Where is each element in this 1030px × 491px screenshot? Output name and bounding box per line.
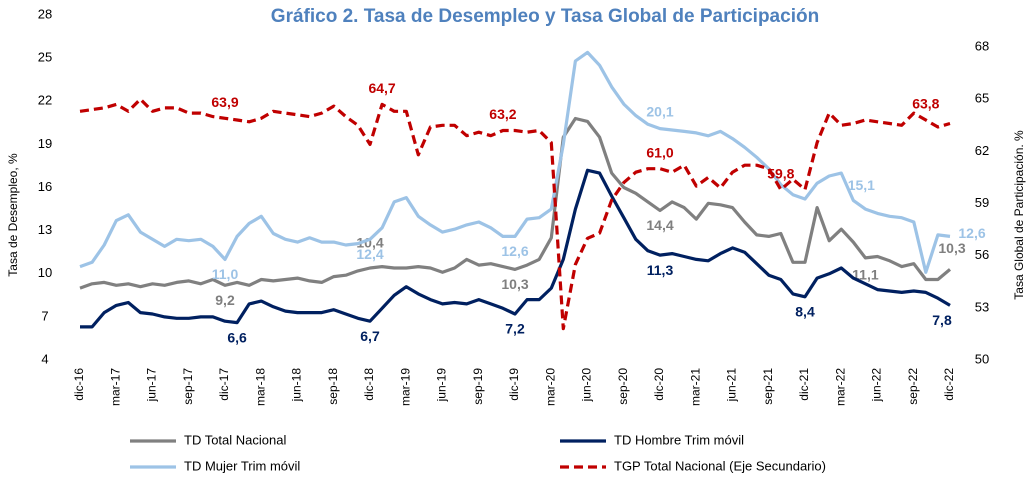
series-line (79, 97, 951, 331)
y2-tick-label: 50 (975, 351, 989, 366)
x-tick-label: sep-18 (326, 368, 340, 405)
data-label: 63,2 (489, 106, 516, 122)
series-line (80, 168, 951, 329)
data-label: 7,2 (505, 321, 525, 337)
x-tick-label: jun-20 (580, 368, 594, 403)
series-line (79, 116, 952, 290)
y2-tick-label: 53 (975, 299, 989, 314)
legend-label: TD Hombre Trim móvil (614, 432, 744, 447)
x-tick-label: sep-21 (761, 368, 775, 405)
x-tick-label: dic-21 (797, 368, 811, 401)
data-label: 8,4 (795, 303, 815, 319)
x-tick-label: mar-18 (253, 368, 267, 406)
y-tick-label: 25 (38, 50, 52, 65)
x-tick-label: jun-19 (435, 368, 449, 403)
y-axis-title: Tasa de Desempleo, % (6, 153, 20, 277)
y-tick-label: 4 (41, 351, 48, 366)
x-tick-label: dic-18 (362, 368, 376, 401)
data-label: 20,1 (646, 103, 673, 119)
y2-tick-label: 59 (975, 195, 989, 210)
y-tick-label: 22 (38, 93, 52, 108)
data-label: 61,0 (646, 144, 673, 160)
data-label: 10,3 (501, 276, 528, 292)
data-label: 59,8 (767, 165, 794, 181)
x-tick-label: jun-17 (145, 368, 159, 403)
x-tick-label: jun-21 (725, 368, 739, 403)
data-label: 63,8 (912, 96, 939, 112)
data-label: 14,4 (646, 217, 673, 233)
chart-title: Gráfico 2. Tasa de Desempleo y Tasa Glob… (271, 6, 819, 27)
y-tick-label: 10 (38, 265, 52, 280)
data-label: 7,8 (932, 312, 952, 328)
data-label: 11,3 (647, 262, 674, 278)
legend-label: TGP Total Nacional (Eje Secundario) (614, 458, 826, 473)
x-tick-label: dic-16 (72, 368, 86, 401)
data-label: 15,1 (848, 177, 875, 193)
x-tick-label: mar-21 (688, 368, 702, 406)
x-tick-label: sep-22 (906, 368, 920, 405)
x-tick-label: jun-22 (870, 368, 884, 403)
y2-tick-label: 65 (975, 91, 989, 106)
x-tick-label: jun-18 (290, 368, 304, 403)
y2-tick-label: 56 (975, 247, 989, 262)
data-label: 9,2 (215, 292, 235, 308)
legend-label: TD Total Nacional (184, 432, 286, 447)
y-tick-label: 16 (38, 179, 52, 194)
x-tick-label: dic-20 (652, 368, 666, 401)
data-label: 6,6 (227, 329, 247, 345)
y-tick-label: 7 (41, 308, 48, 323)
data-label: 64,7 (368, 80, 395, 96)
x-tick-label: mar-20 (543, 368, 557, 406)
x-tick-label: dic-22 (942, 368, 956, 401)
x-tick-label: mar-19 (398, 368, 412, 406)
data-label: 12,6 (958, 225, 985, 241)
data-label: 12,4 (356, 246, 383, 262)
x-tick-label: mar-17 (108, 368, 122, 406)
x-tick-label: sep-17 (181, 368, 195, 405)
data-label: 10,3 (938, 240, 965, 256)
data-label: 6,7 (360, 328, 380, 344)
data-label: 12,6 (501, 243, 528, 259)
y-tick-label: 13 (38, 222, 52, 237)
y-tick-label: 19 (38, 136, 52, 151)
x-tick-label: dic-19 (507, 368, 521, 401)
x-tick-label: sep-20 (616, 368, 630, 405)
data-label: 11,0 (212, 266, 239, 282)
series-line (79, 50, 951, 274)
y2-tick-label: 62 (975, 143, 989, 158)
x-tick-label: dic-17 (217, 368, 231, 401)
y2-tick-label: 68 (975, 38, 989, 53)
data-label: 11,1 (852, 267, 879, 283)
x-tick-label: mar-22 (833, 368, 847, 406)
x-tick-label: sep-19 (471, 368, 485, 405)
y2-axis-title: Tasa Global de Participación. % (1012, 130, 1026, 300)
data-label: 10,4 (356, 235, 383, 251)
legend-label: TD Mujer Trim móvil (184, 458, 300, 473)
data-label: 63,9 (211, 94, 238, 110)
y-tick-label: 28 (38, 6, 52, 21)
